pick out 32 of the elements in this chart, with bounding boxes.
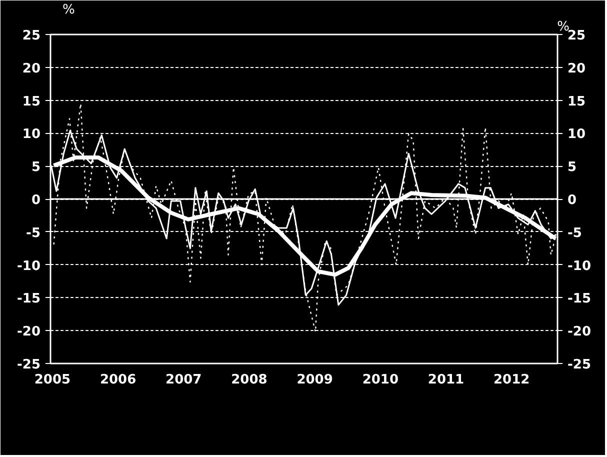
x-tick-label: 2011 [428,372,464,388]
y-axis-title: % [62,2,75,18]
y2-tick-label: 15 [568,94,586,110]
y2-tick-label: -15 [568,292,591,307]
y2-tick-label: -5 [568,226,582,241]
x-tick-label: 2008 [231,372,268,388]
y-tick-label: 25 [22,28,41,44]
x-tick-label: 2012 [493,372,530,388]
y2-tick-label: 20 [568,61,586,76]
y2-tick-label: 10 [568,127,586,142]
y-tick-label: 15 [22,94,41,110]
y-tick-label: 20 [22,61,41,76]
x-tick-label: 2010 [362,372,399,388]
y2-tick-label: -10 [568,258,591,274]
y2-tick-label: -20 [568,324,591,340]
y-tick-label: -20 [17,324,41,340]
y2-axis-title: % [557,20,570,34]
y-tick-label: 10 [22,127,41,142]
y-tick-label: -5 [26,226,41,241]
y2-tick-label: 5 [568,160,577,176]
x-tick-label: 2006 [100,372,136,388]
y2-tick-label: 25 [568,28,586,44]
y-tick-label: 0 [31,193,40,208]
x-tick-label: 2005 [34,372,71,388]
y-tick-label: -10 [17,258,41,274]
y-tick-label: -15 [17,292,41,307]
x-tick-label: 2007 [166,372,202,388]
y2-tick-label: -25 [568,358,591,372]
y2-tick-label: 0 [568,193,577,208]
y-tick-label: 5 [31,160,40,176]
x-tick-label: 2009 [296,372,333,388]
y-tick-label: -25 [17,358,41,372]
